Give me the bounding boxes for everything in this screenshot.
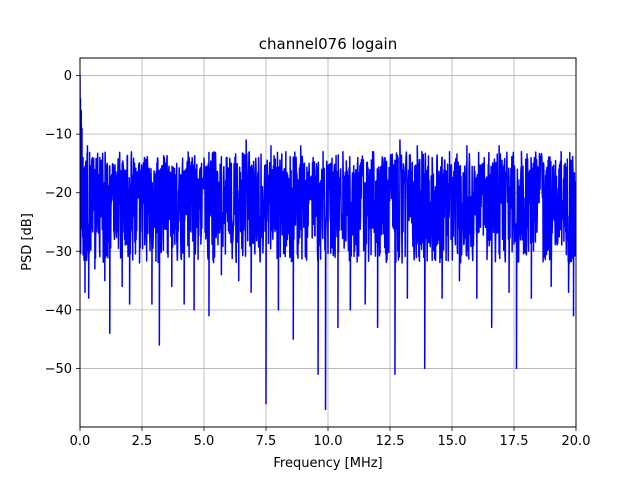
x-tick-label: 5.0 xyxy=(194,434,215,449)
plot-area xyxy=(80,74,576,411)
x-tick-label: 15.0 xyxy=(438,434,467,449)
x-tick-label: 10.0 xyxy=(314,434,343,449)
x-axis-ticks: 0.0 2.5 5.0 7.5 10.0 12.5 15.0 17.5 20.0 xyxy=(70,427,591,449)
chart-title: channel076 logain xyxy=(259,35,398,53)
x-tick-label: 17.5 xyxy=(500,434,529,449)
y-tick-label: −10 xyxy=(45,128,72,143)
y-tick-label: −30 xyxy=(45,245,72,260)
x-tick-label: 0.0 xyxy=(70,434,91,449)
y-tick-label: 0 xyxy=(64,69,72,84)
x-tick-label: 2.5 xyxy=(132,434,153,449)
x-tick-label: 12.5 xyxy=(376,434,405,449)
x-tick-label: 20.0 xyxy=(562,434,591,449)
y-tick-label: −50 xyxy=(45,362,72,377)
x-axis-label: Frequency [MHz] xyxy=(273,456,382,471)
y-tick-label: −20 xyxy=(45,186,72,201)
y-axis-label: PSD [dB] xyxy=(20,213,35,271)
series-layer xyxy=(80,74,576,411)
y-tick-label: −40 xyxy=(45,303,72,318)
x-tick-label: 7.5 xyxy=(256,434,277,449)
psd-series-line xyxy=(80,74,576,411)
y-axis-ticks: 0 −10 −20 −30 −40 −50 xyxy=(45,69,80,377)
